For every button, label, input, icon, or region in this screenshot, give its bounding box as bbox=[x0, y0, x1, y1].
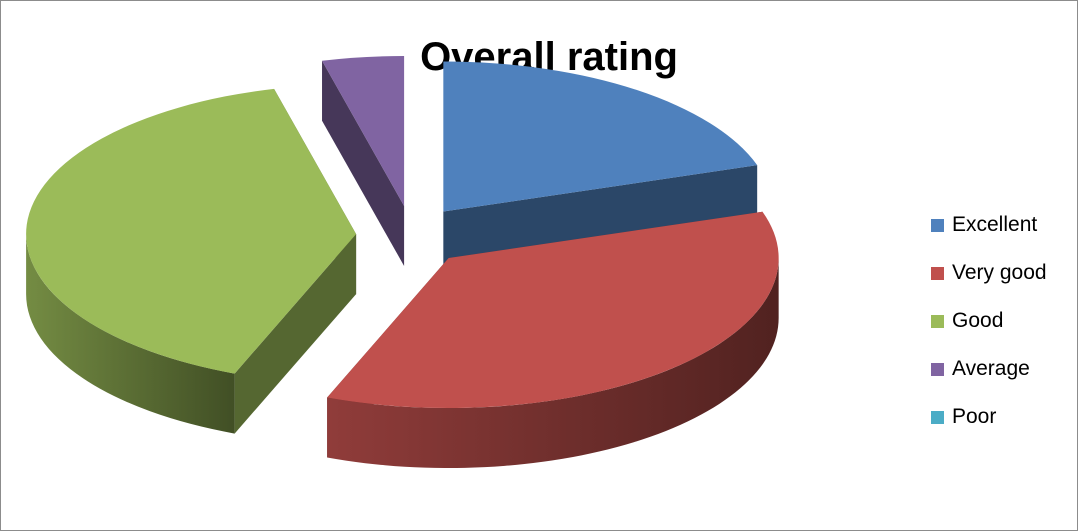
legend: Excellent Very good Good Average Poor bbox=[931, 201, 1047, 441]
legend-swatch-excellent bbox=[931, 219, 944, 232]
legend-label-average: Average bbox=[952, 357, 1030, 381]
legend-item-poor: Poor bbox=[931, 393, 1047, 441]
legend-item-good: Good bbox=[931, 297, 1047, 345]
legend-item-very-good: Very good bbox=[931, 249, 1047, 297]
legend-label-good: Good bbox=[952, 309, 1003, 333]
legend-swatch-good bbox=[931, 315, 944, 328]
legend-item-excellent: Excellent bbox=[931, 201, 1047, 249]
legend-label-very-good: Very good bbox=[952, 261, 1047, 285]
legend-item-average: Average bbox=[931, 345, 1047, 393]
slice-very-good bbox=[327, 212, 778, 468]
legend-swatch-very-good bbox=[931, 267, 944, 280]
legend-swatch-poor bbox=[931, 411, 944, 424]
slice-good bbox=[26, 89, 356, 434]
legend-label-poor: Poor bbox=[952, 405, 996, 429]
legend-swatch-average bbox=[931, 363, 944, 376]
legend-label-excellent: Excellent bbox=[952, 213, 1037, 237]
